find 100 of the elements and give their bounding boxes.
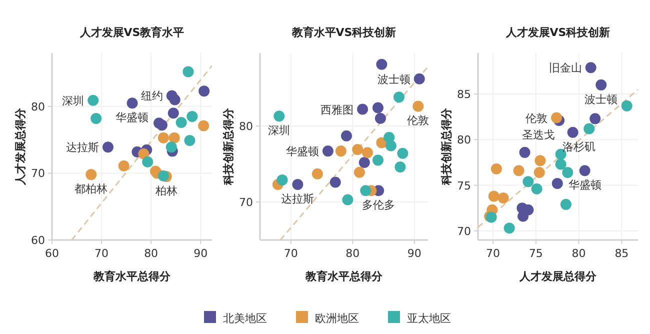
- point: [522, 176, 534, 188]
- point: [142, 156, 154, 168]
- chart-title: 教育水平VS科技创新: [290, 26, 396, 39]
- x-tick-label: 80: [346, 247, 360, 260]
- point: [330, 176, 341, 188]
- point: [414, 73, 425, 84]
- y-axis-title: 科技创新总得分: [222, 107, 235, 186]
- point: [166, 142, 177, 153]
- legend-label: 亚太地区: [407, 312, 451, 325]
- y-tick-label: 70: [31, 167, 45, 180]
- point: [412, 100, 424, 112]
- point: [340, 130, 352, 142]
- point: [584, 123, 595, 134]
- legend-label: 北美地区: [223, 312, 267, 325]
- point: [357, 104, 368, 115]
- point: [596, 79, 607, 90]
- point: [198, 120, 210, 132]
- x-tick-label: 90: [407, 247, 422, 260]
- point: [118, 160, 130, 172]
- point: [292, 179, 304, 190]
- point: [519, 146, 530, 158]
- point: [585, 62, 596, 74]
- point: [158, 132, 169, 144]
- point: [374, 112, 386, 124]
- annotation: 多伦多: [362, 198, 396, 212]
- x-tick-label: 85: [614, 247, 629, 260]
- y-tick-label: 60: [31, 234, 45, 247]
- x-tick-label: 80: [144, 247, 158, 260]
- y-tick-label: 80: [457, 134, 471, 147]
- annotation: 达拉斯: [66, 141, 99, 154]
- point: [102, 142, 114, 153]
- x-tick-label: 70: [94, 247, 109, 260]
- x-tick-label: 70: [284, 247, 298, 260]
- chart-title: 人才发展VS教育水平: [78, 26, 184, 39]
- point: [186, 110, 198, 122]
- x-tick-label: 60: [45, 247, 59, 260]
- annotation: 达拉斯: [281, 192, 314, 206]
- point: [182, 66, 194, 78]
- y-axis-title: 科技创新总得分: [440, 107, 453, 186]
- point: [579, 165, 590, 176]
- annotation: 伦敦: [526, 112, 548, 125]
- point: [555, 158, 566, 170]
- annotation: 华盛顿: [568, 178, 602, 192]
- annotation: 华盛顿: [286, 145, 319, 158]
- point: [126, 98, 138, 109]
- point: [562, 167, 574, 178]
- annotation: 波士顿: [584, 92, 618, 106]
- point: [274, 110, 285, 122]
- annotation: 华盛顿: [116, 111, 149, 124]
- annotation: 深圳: [268, 124, 290, 138]
- point: [385, 140, 396, 152]
- x-tick-label: 80: [572, 247, 586, 260]
- point: [488, 190, 500, 202]
- point: [156, 120, 168, 131]
- point: [560, 198, 572, 210]
- annotation: 旧金山: [548, 62, 582, 75]
- point: [376, 58, 388, 70]
- point: [276, 174, 288, 186]
- point: [322, 146, 334, 157]
- point: [590, 113, 601, 124]
- point: [88, 94, 99, 106]
- y-tick-label: 85: [457, 88, 471, 102]
- x-tick-label: 90: [194, 247, 208, 260]
- point: [342, 194, 354, 206]
- annotation: 都柏林: [74, 182, 108, 196]
- point: [513, 165, 524, 176]
- x-tick-label: 70: [486, 247, 500, 260]
- point: [534, 167, 545, 178]
- annotation: 伦敦: [407, 114, 430, 128]
- point: [198, 86, 210, 97]
- x-axis-title: 教育水平总得分: [92, 270, 172, 283]
- point: [372, 102, 384, 114]
- annotation: 深圳: [62, 94, 84, 108]
- point: [184, 134, 196, 146]
- y-tick-label: 75: [457, 179, 471, 192]
- point: [168, 108, 179, 119]
- annotation: 洛杉矶: [562, 140, 596, 154]
- legend-label: 欧洲地区: [315, 312, 359, 325]
- point: [534, 155, 546, 166]
- y-tick-label: 70: [457, 224, 471, 238]
- x-axis-title: 人才发展总得分: [518, 270, 598, 283]
- point: [394, 162, 406, 173]
- point: [358, 156, 370, 168]
- annotation: 西雅图: [320, 103, 354, 116]
- point: [354, 166, 365, 178]
- point: [504, 222, 515, 234]
- point: [90, 112, 102, 124]
- y-axis-title: 人才发展总得分: [14, 107, 27, 186]
- point: [86, 169, 97, 180]
- annotation: 圣迭戈: [522, 128, 556, 142]
- point: [551, 112, 562, 124]
- point: [490, 163, 502, 174]
- annotation: 波士顿: [377, 72, 410, 86]
- point: [169, 94, 180, 106]
- point: [312, 168, 323, 180]
- point: [168, 132, 180, 144]
- point: [498, 192, 509, 204]
- chart-title: 人才发展VS科技创新: [504, 26, 610, 39]
- point: [362, 147, 373, 158]
- point: [372, 154, 384, 166]
